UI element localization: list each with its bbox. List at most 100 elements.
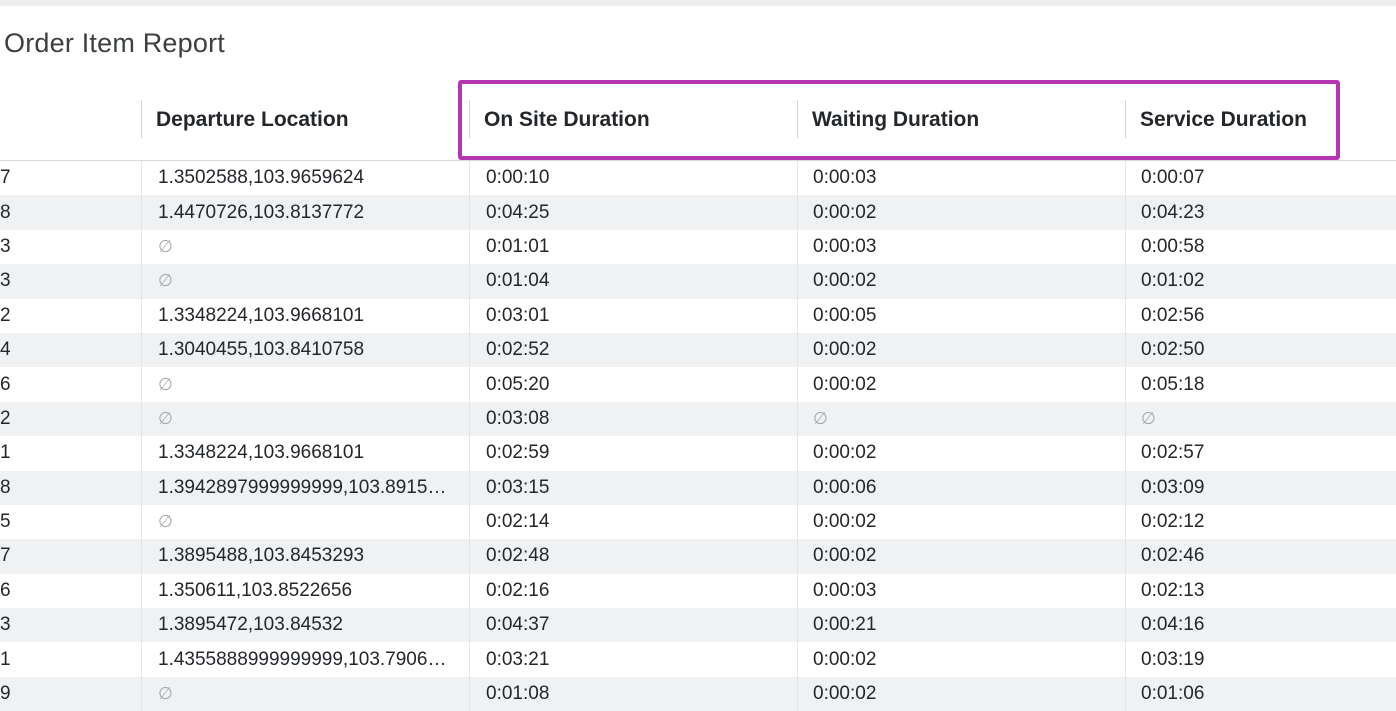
cell-service-duration: 0:02:56 [1141, 304, 1205, 326]
column-separator [797, 161, 798, 196]
table-row[interactable]: 6 ∅ 0:05:20 0:00:02 0:05:18 [0, 367, 1396, 402]
cell-index: 7 [0, 545, 11, 567]
cell-service-duration: 0:00:07 [1141, 167, 1205, 189]
cell-on-site-duration: 0:02:52 [486, 339, 550, 361]
table-row[interactable]: 8 1.4470726,103.8137772 0:04:25 0:00:02 0:04… [0, 195, 1396, 230]
column-separator [469, 264, 470, 299]
header-col0[interactable] [0, 80, 20, 160]
column-separator [1125, 573, 1126, 609]
cell-index: 3 [0, 235, 11, 257]
header-separator [141, 100, 142, 138]
cell-waiting-duration-null: ∅ [813, 408, 828, 428]
cell-on-site-duration: 0:04:25 [486, 201, 550, 223]
table-row[interactable]: 8 1.3942897999999999,103.8915… 0:03:15 0:00… [0, 470, 1396, 505]
cell-index: 8 [0, 476, 11, 498]
cell-service-duration: 0:02:46 [1141, 545, 1205, 567]
table-row[interactable]: 6 1.350611,103.8522656 0:02:16 0:00:03 0:02:… [0, 573, 1396, 609]
column-separator [141, 161, 142, 196]
header-service-duration[interactable]: Service Duration [1140, 108, 1307, 131]
cell-departure-location: 1.3502588,103.9659624 [158, 167, 365, 189]
table-row[interactable]: 9 ∅ 0:01:08 0:00:02 0:01:06 [0, 676, 1396, 711]
top-strip [0, 0, 1396, 6]
column-separator [469, 401, 470, 437]
cell-on-site-duration: 0:00:10 [486, 167, 550, 189]
table-row[interactable]: 4 1.3040455,103.8410758 0:02:52 0:00:02 0:02… [0, 332, 1396, 368]
column-separator [1125, 436, 1126, 471]
table-row[interactable]: 2 ∅ 0:03:08 ∅ ∅ [0, 401, 1396, 437]
cell-waiting-duration: 0:00:02 [813, 648, 877, 670]
table-row[interactable]: 3 ∅ 0:01:01 0:00:03 0:00:58 [0, 229, 1396, 265]
cell-on-site-duration: 0:03:08 [486, 407, 550, 429]
table-row[interactable]: 7 1.3895488,103.8453293 0:02:48 0:00:02 0:02… [0, 539, 1396, 574]
column-separator [469, 195, 470, 230]
cell-index: 9 [0, 683, 11, 705]
cell-service-duration: 0:05:18 [1141, 373, 1205, 395]
column-separator [469, 298, 470, 333]
column-separator [1125, 161, 1126, 196]
column-separator [469, 332, 470, 368]
cell-waiting-duration: 0:00:02 [813, 545, 877, 567]
table-row[interactable]: 3 ∅ 0:01:04 0:00:02 0:01:02 [0, 264, 1396, 299]
column-separator [141, 504, 142, 540]
header-departure-location[interactable]: Departure Location [156, 108, 349, 131]
column-separator [797, 332, 798, 368]
cell-index: 5 [0, 511, 11, 533]
cell-index: 7 [0, 167, 11, 189]
cell-on-site-duration: 0:02:14 [486, 511, 550, 533]
header-separator [1125, 100, 1126, 138]
header-on-site-duration[interactable]: On Site Duration [484, 108, 650, 131]
cell-service-duration: 0:00:58 [1141, 235, 1205, 257]
column-separator [1125, 676, 1126, 711]
column-separator [141, 676, 142, 711]
cell-service-duration: 0:04:16 [1141, 614, 1205, 636]
column-separator [797, 573, 798, 609]
cell-on-site-duration: 0:01:04 [486, 270, 550, 292]
cell-on-site-duration: 0:02:16 [486, 579, 550, 601]
table-row[interactable]: 3 1.3895472,103.84532 0:04:37 0:00:21 0:04:1… [0, 608, 1396, 643]
table-row[interactable]: 1 1.4355888999999999,103.7906… 0:03:21 0:00… [0, 642, 1396, 677]
table-row[interactable]: 7 1.3502588,103.9659624 0:00:10 0:00:03 0:00… [0, 161, 1396, 196]
cell-index: 8 [0, 201, 11, 223]
column-separator [141, 608, 142, 643]
column-separator [469, 504, 470, 540]
column-separator [1125, 367, 1126, 402]
column-separator [469, 367, 470, 402]
cell-service-duration: 0:03:09 [1141, 476, 1205, 498]
cell-waiting-duration: 0:00:02 [813, 201, 877, 223]
cell-waiting-duration: 0:00:05 [813, 304, 877, 326]
column-separator [141, 573, 142, 609]
column-separator [797, 298, 798, 333]
column-separator [141, 298, 142, 333]
cell-index: 1 [0, 648, 11, 670]
column-separator [141, 642, 142, 677]
column-separator [797, 401, 798, 437]
table-row[interactable]: 5 ∅ 0:02:14 0:00:02 0:02:12 [0, 504, 1396, 540]
column-separator [1125, 298, 1126, 333]
cell-waiting-duration: 0:00:06 [813, 476, 877, 498]
cell-service-duration: 0:01:02 [1141, 270, 1205, 292]
table-row[interactable]: 1 1.3348224,103.9668101 0:02:59 0:00:02 0:02… [0, 436, 1396, 471]
cell-service-duration: 0:03:19 [1141, 648, 1205, 670]
column-separator [1125, 401, 1126, 437]
cell-departure-location: 1.3895488,103.8453293 [158, 545, 365, 567]
cell-waiting-duration: 0:00:03 [813, 167, 877, 189]
column-separator [797, 436, 798, 471]
header-waiting-duration[interactable]: Waiting Duration [812, 108, 980, 131]
column-separator [797, 264, 798, 299]
column-separator [1125, 504, 1126, 540]
cell-on-site-duration: 0:03:21 [486, 648, 550, 670]
cell-index: 6 [0, 373, 11, 395]
column-separator [797, 195, 798, 230]
column-separator [141, 264, 142, 299]
report-table: Departure Location On Site Duration Wait… [0, 80, 1396, 711]
column-separator [1125, 470, 1126, 505]
table-header: Departure Location On Site Duration Wait… [0, 80, 1396, 161]
column-separator [469, 539, 470, 574]
cell-departure-location: 1.4470726,103.8137772 [158, 201, 365, 223]
cell-waiting-duration: 0:00:02 [813, 270, 877, 292]
column-separator [1125, 539, 1126, 574]
column-separator [141, 229, 142, 265]
cell-waiting-duration: 0:00:02 [813, 511, 877, 533]
table-row[interactable]: 2 1.3348224,103.9668101 0:03:01 0:00:05 0:02… [0, 298, 1396, 333]
page-title: Order Item Report [4, 28, 225, 58]
